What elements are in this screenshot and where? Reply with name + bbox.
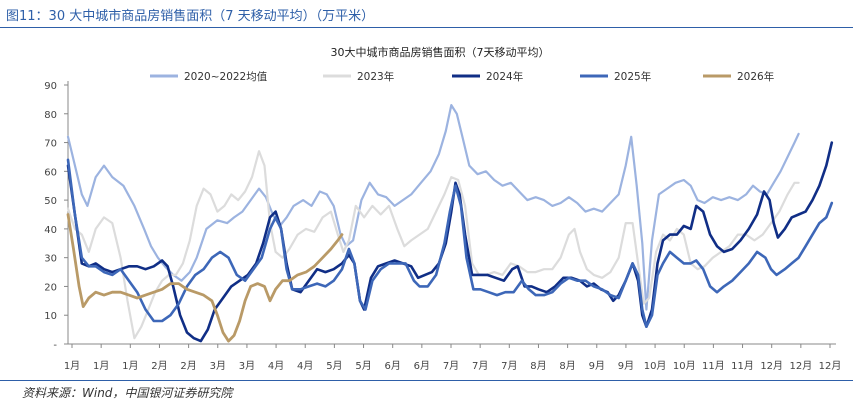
- chart-title: 30大中城市商品房销售面积（7天移动平均）: [331, 45, 550, 59]
- x-tick-label: 11月: [702, 360, 725, 372]
- x-tick-label: 1月: [93, 360, 109, 372]
- source-note: 资料来源：Wind，中国银河证券研究院: [22, 386, 233, 400]
- y-tick-label: 20: [44, 282, 57, 293]
- x-tick-label: 4月: [268, 360, 284, 372]
- x-tick-label: 2月: [151, 360, 167, 372]
- series-line-1: [66, 104, 800, 311]
- chart-area: 30大中城市商品房销售面积（7天移动平均） 2020~2022均值 2023年 20…: [44, 45, 841, 372]
- x-tick-label: 9月: [589, 360, 605, 372]
- y-tick-label: 50: [44, 196, 57, 207]
- x-tick-label: 3月: [210, 360, 226, 372]
- x-tick-label: 6月: [414, 360, 430, 372]
- series-line-4: [66, 158, 834, 328]
- legend-label: 2020~2022均值: [184, 70, 268, 83]
- legend-label: 2026年: [737, 70, 774, 83]
- x-tick-label: 12月: [760, 360, 783, 372]
- x-tick-label: 11月: [731, 360, 754, 372]
- x-tick-label: 6月: [385, 360, 401, 372]
- legend-label: 2024年: [486, 70, 523, 83]
- x-tick-label: 1月: [122, 360, 138, 372]
- x-tick-label: 8月: [530, 360, 546, 372]
- y-tick-label: 60: [44, 167, 57, 178]
- bottom-rule: [0, 380, 853, 381]
- x-tick-label: 5月: [355, 360, 371, 372]
- figure-title: 图11：30 大中城市商品房销售面积（7 天移动平均）（万平米）: [6, 9, 375, 24]
- y-tick-label: 30: [44, 254, 57, 265]
- top-rule: [0, 27, 853, 28]
- x-tick-label: 12月: [819, 360, 842, 372]
- series-line-5: [66, 213, 344, 343]
- x-tick-label: 3月: [239, 360, 255, 372]
- x-tick-label: 10月: [644, 360, 667, 372]
- x-tick-label: 4月: [297, 360, 313, 372]
- y-tick-label: 40: [44, 225, 57, 236]
- x-tick-label: 9月: [618, 360, 634, 372]
- x-tick-label: 7月: [472, 360, 488, 372]
- legend: 2020~2022均值 2023年 2024年 2025年 2026年: [150, 70, 774, 83]
- y-tick-label: 10: [44, 311, 57, 322]
- x-tick-label: 12月: [789, 360, 812, 372]
- y-tick-label: 90: [44, 81, 57, 92]
- series-line-2: [66, 150, 800, 340]
- x-tick-label: 7月: [501, 360, 517, 372]
- y-tick-label: -: [53, 340, 57, 351]
- x-tick-label: 7月: [443, 360, 459, 372]
- x-tick-label: 2月: [180, 360, 196, 372]
- axes: - 10 20 30 40 50 60 70 80 90 1月 1月 1月 2月 2月 3月 3月 4月 4月 5月 5…: [44, 81, 841, 372]
- legend-label: 2025年: [614, 70, 651, 83]
- y-tick-label: 70: [44, 139, 57, 150]
- x-tick-label: 1月: [64, 360, 80, 372]
- x-tick-label: 10月: [673, 360, 696, 372]
- y-tick-label: 80: [44, 110, 57, 121]
- x-tick-label: 5月: [326, 360, 342, 372]
- legend-label: 2023年: [357, 70, 394, 83]
- x-tick-label: 8月: [559, 360, 575, 372]
- series-line-3: [66, 141, 834, 343]
- series-layer: [66, 104, 834, 343]
